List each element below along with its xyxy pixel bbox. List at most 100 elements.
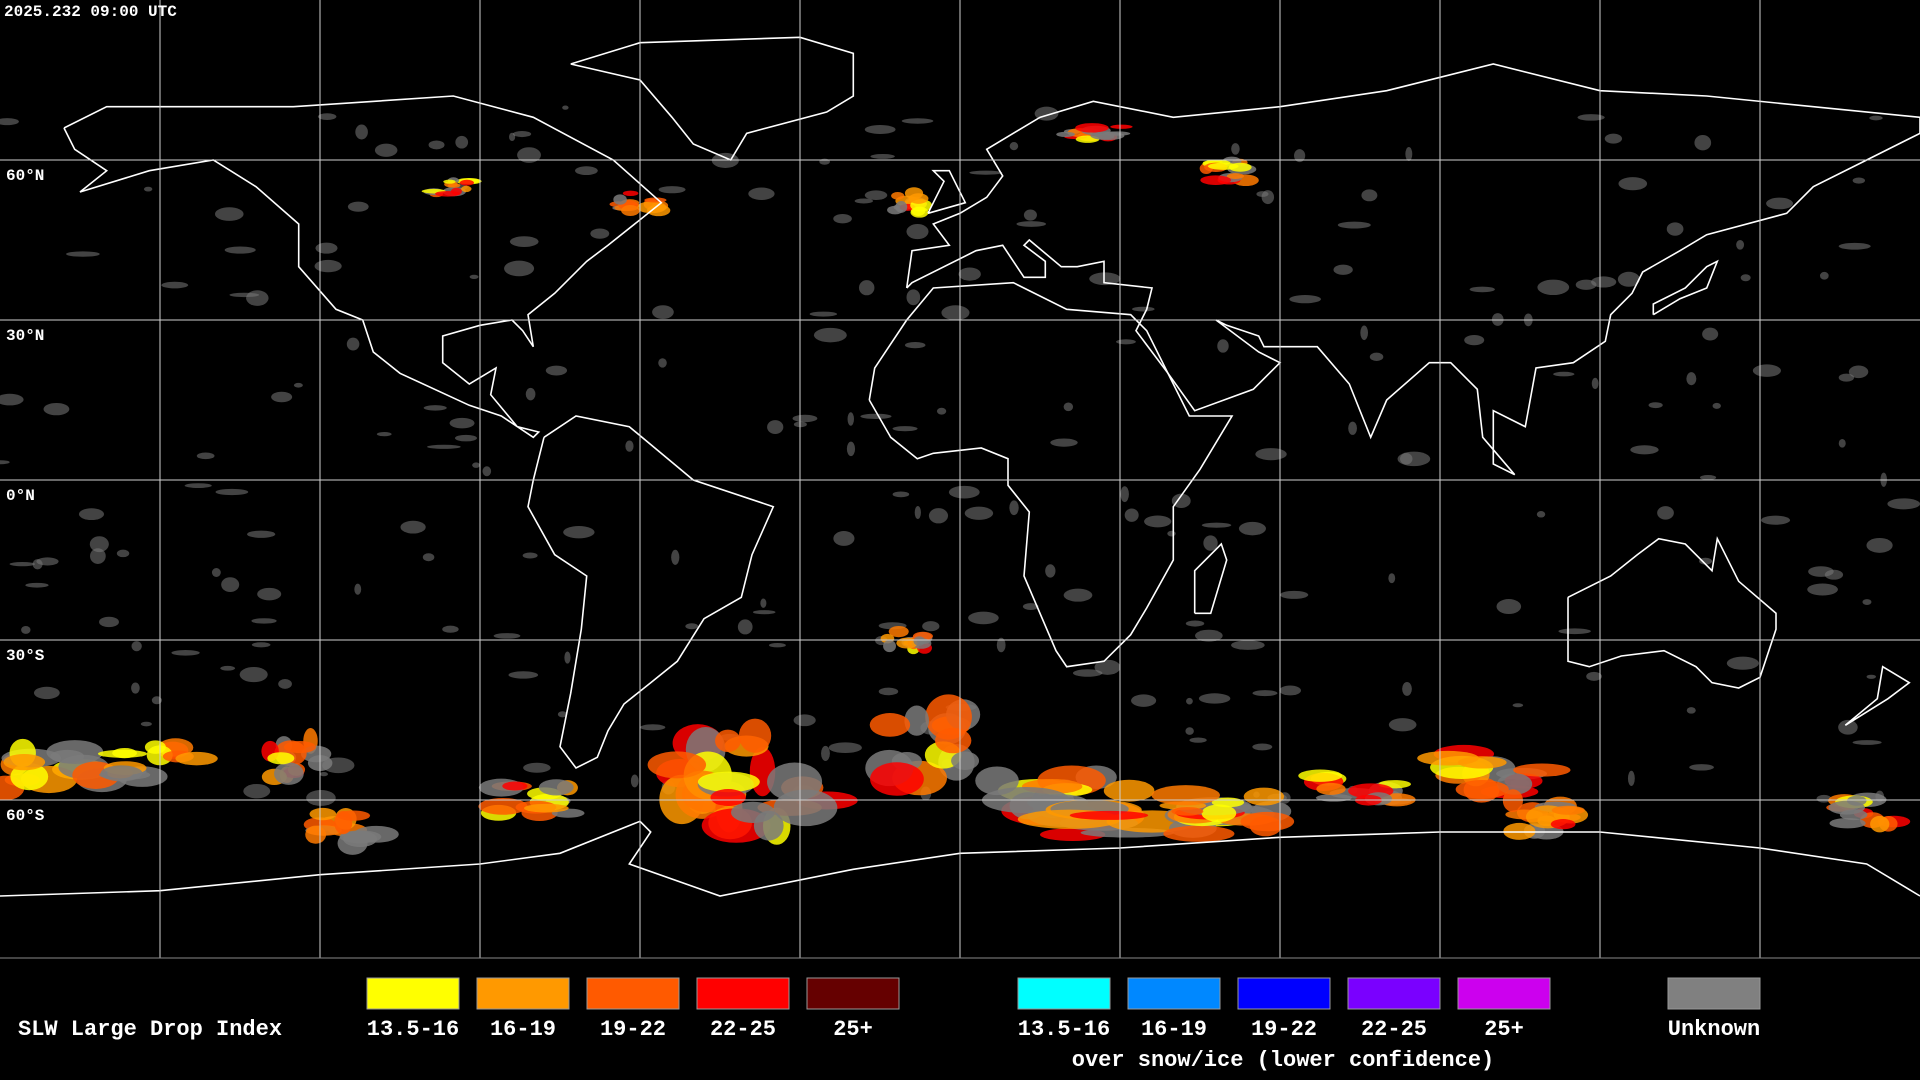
unknown-cloud (652, 305, 674, 319)
latitude-label: 30°S (6, 647, 45, 665)
legend-swatch (1347, 977, 1441, 1010)
slw-cloud (1200, 175, 1232, 185)
unknown-cloud (1369, 352, 1384, 361)
slw-cloud (697, 771, 760, 793)
unknown-cloud (1023, 209, 1037, 221)
slw-cloud (891, 191, 905, 200)
unknown-cloud (1009, 141, 1019, 151)
slw-cloud (910, 206, 929, 218)
unknown-cloud (1144, 515, 1172, 528)
unknown-cloud (858, 280, 875, 296)
slw-cloud (869, 713, 911, 737)
slw-cloud (934, 727, 972, 754)
legend-label: 19-22 (600, 1017, 666, 1042)
slw-cloud (1298, 769, 1343, 782)
coastline (1652, 259, 1719, 316)
unknown-cloud (354, 583, 362, 595)
unknown-cloud (214, 207, 244, 221)
unknown-cloud (1397, 451, 1431, 467)
unknown-cloud (1388, 573, 1396, 584)
unknown-cloud (813, 327, 847, 343)
unknown-cloud (1838, 438, 1846, 448)
unknown-cloud (1512, 703, 1524, 708)
unknown-cloud (1694, 135, 1712, 151)
unknown-cloud (1536, 511, 1546, 518)
unknown-cloud (590, 228, 610, 239)
unknown-cloud (892, 426, 918, 432)
slw-cloud (621, 205, 640, 217)
unknown-cloud (215, 488, 249, 496)
unknown-cloud (442, 625, 459, 633)
slw-cloud (1069, 810, 1149, 820)
unknown-cloud (1702, 327, 1719, 341)
unknown-cloud (557, 711, 568, 718)
unknown-cloud (78, 508, 105, 521)
unknown-cloud (1852, 740, 1882, 745)
unknown-cloud (846, 441, 856, 457)
unknown-cloud (1132, 306, 1155, 312)
slw-cloud (883, 640, 896, 653)
unknown-cloud (469, 274, 479, 279)
unknown-cloud (1591, 377, 1599, 390)
unknown-cloud (1491, 313, 1504, 326)
slw-cloud (913, 636, 925, 646)
unknown-cloud (1866, 537, 1893, 553)
unknown-cloud (221, 577, 240, 593)
unknown-cloud (1808, 566, 1834, 577)
unknown-cloud (1537, 279, 1570, 296)
slw-cloud (1075, 123, 1109, 133)
slw-cloud (1207, 162, 1239, 170)
slw-cloud (908, 193, 929, 204)
unknown-cloud (767, 420, 784, 435)
unknown-cloud (504, 260, 535, 277)
unknown-cloud (1666, 222, 1684, 236)
unknown-cloud (1752, 364, 1781, 377)
unknown-cloud (1203, 535, 1218, 551)
unknown-cloud (1016, 221, 1047, 227)
unknown-cloud (1819, 271, 1829, 280)
legend: 13.5-16 16-19 19-22 22-25 25+ 13.5-16 16-19 19-… (366, 977, 1761, 1042)
legend-label: 13.5-16 (367, 1017, 459, 1042)
legend-swatch (1457, 977, 1551, 1010)
unknown-cloud (658, 186, 686, 194)
legend-label: 25+ (833, 1017, 873, 1042)
unknown-cloud (1740, 274, 1751, 282)
latitude-label: 60°S (6, 807, 45, 825)
unknown-cloud (32, 559, 43, 570)
unknown-cloud (1255, 448, 1287, 461)
legend-swatch (1127, 977, 1221, 1010)
unknown-cloud (1348, 421, 1357, 435)
legend-swatch (1237, 977, 1331, 1010)
unknown-cloud (0, 118, 19, 126)
slw-cloud (461, 185, 472, 193)
unknown-cloud (1648, 402, 1663, 409)
slw-cloud (1090, 131, 1125, 141)
unknown-cloud (793, 714, 816, 727)
slw-cloud (888, 626, 909, 638)
unknown-cloud (1630, 445, 1659, 455)
unknown-cloud (752, 610, 776, 615)
coastline (0, 820, 1920, 897)
slw-cloud (975, 766, 1019, 796)
unknown-cloud (1050, 438, 1078, 447)
unknown-cloud (278, 678, 292, 689)
unknown-cloud (1063, 402, 1074, 412)
unknown-cloud (870, 153, 895, 159)
unknown-cloud (1294, 149, 1306, 163)
unknown-cloud (625, 440, 634, 452)
legend-label: 19-22 (1251, 1017, 1317, 1042)
legend-label: 25+ (1484, 1017, 1524, 1042)
unknown-cloud (1586, 671, 1602, 681)
unknown-cloud (864, 190, 888, 201)
unknown-cloud (493, 633, 521, 639)
unknown-cloud (376, 432, 392, 437)
unknown-cloud (1361, 189, 1378, 202)
unknown-cloud (315, 242, 338, 254)
unknown-cloud (1712, 402, 1721, 409)
unknown-cloud (1657, 506, 1674, 520)
legend-swatch (1017, 977, 1111, 1010)
slw-cloud (334, 810, 353, 835)
slw-cloud (1828, 800, 1865, 815)
unknown-cloud (1186, 697, 1193, 705)
